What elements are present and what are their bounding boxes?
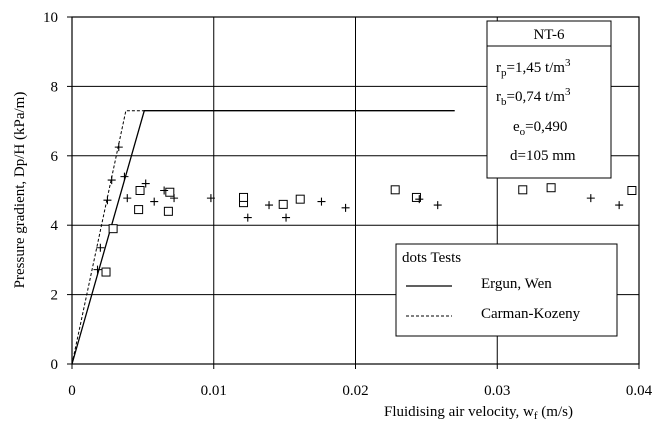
data-point-plus <box>415 195 424 204</box>
info-box-title: NT-6 <box>533 27 565 43</box>
series-line-carman-kozeny <box>71 110 145 365</box>
legend: dots Tests Ergun, Wen Carman-Kozeny <box>395 243 618 337</box>
info-box: NT-6 rp=1,45 t/m3 rb=0,74 t/m3 eo=0,490 … <box>486 20 612 179</box>
data-point-plus <box>615 201 624 210</box>
data-point-plus <box>120 172 129 181</box>
legend-title: dots Tests <box>402 250 461 266</box>
y-tick-label: 2 <box>51 288 59 304</box>
data-point-square <box>163 206 173 216</box>
y-tick-label: 10 <box>43 10 58 26</box>
x-tick-label: 0.04 <box>626 383 653 399</box>
data-point-square <box>390 185 400 195</box>
info-line-eo-sym: e <box>513 119 520 135</box>
data-point-plus <box>265 201 274 210</box>
info-line-rb: rb=0,74 t/m3 <box>496 86 571 108</box>
y-tick-label: 6 <box>51 149 59 165</box>
x-axis-label: Fluidising air velocity, wf (m/s) <box>384 404 573 422</box>
info-line-eo: eo=0,490 <box>513 119 567 138</box>
info-line-rp: rp=1,45 t/m3 <box>496 57 571 79</box>
data-point-plus <box>160 186 169 195</box>
info-line-d: d=105 mm <box>510 148 576 164</box>
data-point-plus <box>586 194 595 203</box>
info-line-rb-sub: b <box>501 96 507 108</box>
data-point-plus <box>206 194 215 203</box>
data-point-plus <box>123 194 132 203</box>
info-line-eo-text: =0,490 <box>525 119 567 135</box>
data-point-plus <box>170 194 179 203</box>
data-point-square <box>627 186 637 195</box>
data-point-square <box>411 192 421 202</box>
data-point-square <box>165 187 175 197</box>
info-line-rb-sym: r <box>496 89 501 105</box>
legend-label-carman: Carman-Kozeny <box>481 306 581 322</box>
data-point-plus <box>103 196 112 205</box>
data-point-square <box>546 183 556 193</box>
data-point-plus <box>114 143 123 152</box>
legend-label-ergun: Ergun, Wen <box>481 276 552 292</box>
data-point-plus <box>107 176 116 185</box>
info-line-rb-sup: 3 <box>565 86 571 98</box>
plot-series <box>71 110 637 365</box>
x-tick-label: 0.02 <box>342 383 368 399</box>
data-point-plus <box>317 197 326 206</box>
data-point-square <box>134 205 144 215</box>
data-point-plus <box>141 179 150 188</box>
info-line-rp-text: =1,45 t/m <box>507 60 566 76</box>
data-point-square <box>135 186 145 195</box>
data-point-square <box>101 267 111 277</box>
y-tick-label: 8 <box>51 79 59 95</box>
data-point-plus <box>150 197 159 206</box>
data-point-square <box>518 185 528 195</box>
data-point-square <box>278 199 288 209</box>
x-tick-label: 0 <box>68 383 76 399</box>
data-point-plus <box>433 201 442 210</box>
data-point-square <box>239 192 249 202</box>
info-line-rp-sym: r <box>496 60 501 76</box>
x-tick-label: 0.01 <box>201 383 227 399</box>
x-tick-label: 0.03 <box>484 383 510 399</box>
x-axis-label-sub: f <box>534 410 538 422</box>
y-tick-label: 0 <box>51 357 59 373</box>
data-point-plus <box>96 243 105 252</box>
x-axis-label-main: Fluidising air velocity, w <box>384 404 534 420</box>
x-axis-label-unit: (m/s) <box>538 404 573 420</box>
data-point-square <box>295 194 305 204</box>
data-point-plus <box>341 203 350 212</box>
y-tick-label: 4 <box>51 218 59 234</box>
data-point-plus <box>243 213 252 222</box>
data-point-plus <box>282 213 291 222</box>
ticks: 0 0.01 0.02 0.03 0.04 0 2 4 6 8 10 <box>43 10 653 399</box>
info-line-rp-sup: 3 <box>565 57 571 69</box>
info-line-rp-sub: p <box>501 67 507 79</box>
info-line-eo-sub: o <box>520 126 526 138</box>
y-axis-label: Pressure gradient, Dp/H (kPa/m) <box>12 92 28 289</box>
data-point-square <box>108 224 118 234</box>
info-line-rb-text: =0,74 t/m <box>507 89 566 105</box>
data-point-plus <box>93 265 102 274</box>
